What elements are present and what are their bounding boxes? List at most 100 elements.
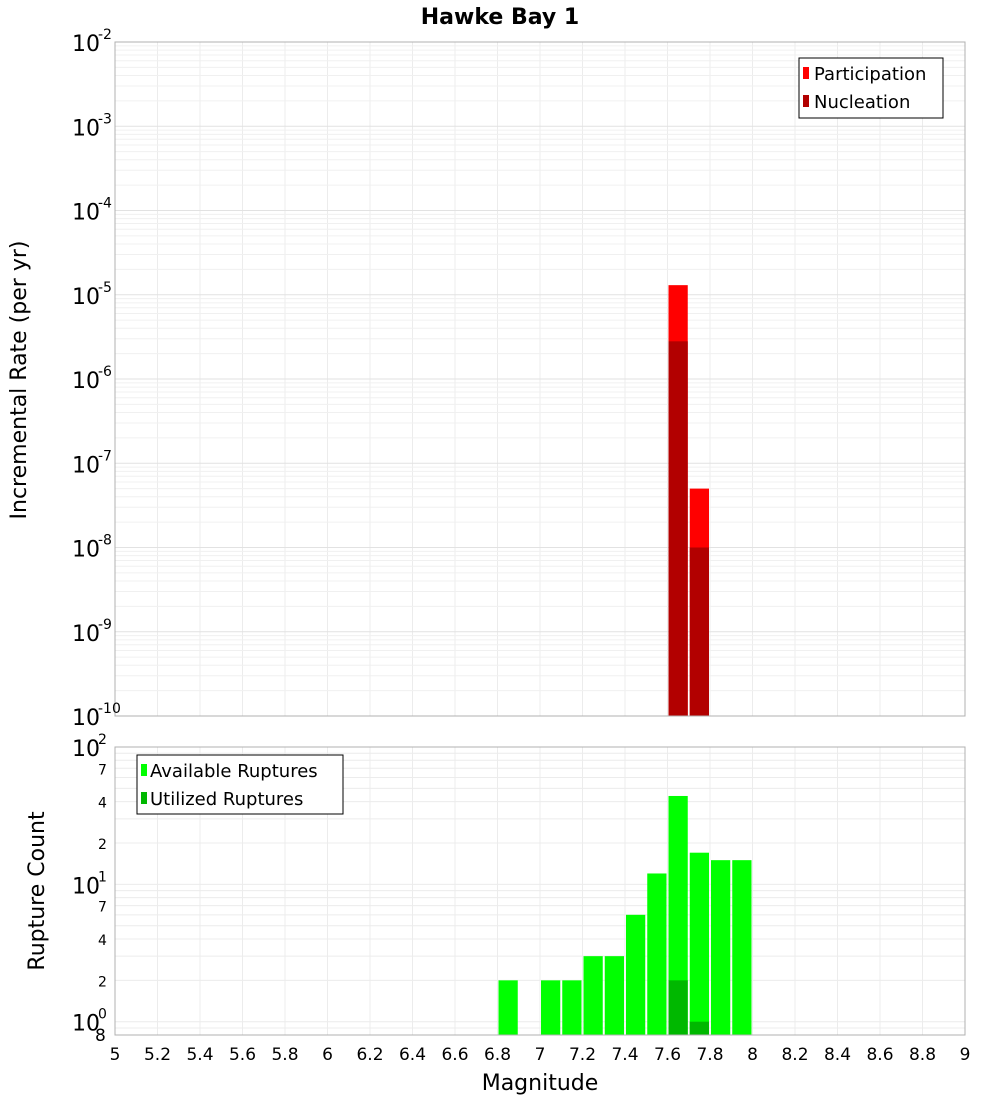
top-y-tick-base: 10	[72, 453, 100, 478]
bar-available-ruptures	[689, 852, 709, 1035]
x-axis-label: Magnitude	[482, 1071, 599, 1096]
x-tick-labels: 5 5.2 5.4 5.6 5.8 6 6.2 6.4 6.6 6.8 7 7.2 7.4 7.6 7.8 8…	[110, 1045, 971, 1065]
x-tick-label: 7.2	[569, 1045, 596, 1065]
bar-available-ruptures	[647, 873, 667, 1035]
x-tick-label: 7	[535, 1045, 546, 1065]
x-tick-label: 9	[960, 1045, 971, 1065]
x-tick-label: 7.8	[696, 1045, 723, 1065]
top-y-tick-exp: -10	[98, 701, 121, 717]
bar-utilized-ruptures	[668, 980, 688, 1035]
bottom-y-minor-tick: 8	[95, 1026, 106, 1046]
bar-available-ruptures	[668, 795, 688, 1035]
top-y-tick-exp: -4	[98, 196, 112, 212]
top-y-tick-exp: -7	[98, 448, 112, 464]
x-tick-label: 8	[747, 1045, 758, 1065]
top-y-tick: 10-3	[72, 111, 112, 141]
top-y-tick-base: 10	[72, 622, 100, 647]
top-y-axis-label: Incremental Rate (per yr)	[7, 241, 32, 520]
chart-title: Hawke Bay 1	[421, 5, 579, 30]
bar-utilized-ruptures	[689, 1021, 709, 1035]
legend-label-utilized: Utilized Ruptures	[150, 789, 303, 810]
bottom-y-axis-label: Rupture Count	[25, 811, 50, 971]
top-gridlines	[114, 42, 966, 717]
bottom-plot-frame	[114, 746, 966, 1036]
bar-available-ruptures	[604, 956, 624, 1035]
x-tick-label: 5.4	[186, 1045, 213, 1065]
bottom-y-minor-tick: 4	[98, 796, 107, 812]
bar-available-ruptures	[626, 914, 646, 1035]
legend-swatch-available	[141, 764, 147, 776]
top-y-tick: 10-2	[72, 27, 112, 57]
top-y-tick: 10-5	[72, 280, 112, 310]
top-y-tick-exp: -9	[98, 617, 112, 633]
top-y-tick-base: 10	[72, 706, 100, 731]
x-tick-label: 5.6	[229, 1045, 256, 1065]
bottom-y-minor-tick: 7	[98, 900, 107, 916]
x-tick-label: 5	[110, 1045, 121, 1065]
x-tick-label: 8.8	[909, 1045, 936, 1065]
top-y-tick: 10-6	[72, 364, 112, 394]
top-y-tick: 10-7	[72, 448, 112, 478]
top-y-tick: 10-8	[72, 533, 112, 563]
top-legend: Participation Nucleation	[798, 57, 944, 119]
top-chart: Hawke Bay 1 10-1010-910-810-710-610-510-…	[7, 5, 966, 731]
top-y-tick-exp: -2	[98, 27, 112, 43]
x-tick-label: 8.2	[781, 1045, 808, 1065]
top-y-tick: 10-4	[72, 196, 112, 226]
top-y-tick-base: 10	[72, 201, 100, 226]
top-y-tick-exp: -3	[98, 111, 112, 127]
bar-available-ruptures	[562, 980, 582, 1035]
bottom-y-major-tick: 102	[72, 732, 107, 762]
legend-swatch-nucleation	[803, 95, 809, 107]
legend-label-participation: Participation	[814, 64, 926, 85]
x-tick-label: 6	[322, 1045, 333, 1065]
x-tick-label: 5.2	[144, 1045, 171, 1065]
bottom-bars	[498, 795, 752, 1035]
legend-swatch-participation	[803, 67, 809, 79]
x-tick-label: 6.6	[441, 1045, 468, 1065]
top-y-tick-base: 10	[72, 32, 100, 57]
legend-label-available: Available Ruptures	[150, 761, 318, 782]
bottom-y-major-tick: 100	[72, 1007, 107, 1037]
x-tick-label: 8.4	[824, 1045, 851, 1065]
bar-available-ruptures	[711, 860, 731, 1035]
bottom-y-major-tick: 101	[72, 869, 107, 899]
bar-nucleation	[668, 341, 688, 716]
top-y-tick-exp: -6	[98, 364, 112, 380]
bottom-y-minor-tick: 7	[98, 762, 107, 778]
x-tick-label: 8.6	[866, 1045, 893, 1065]
bottom-y-minor-tick: 2	[98, 837, 107, 853]
top-y-tick-exp: -8	[98, 533, 112, 549]
bottom-y-tick-exp: 2	[98, 732, 107, 748]
x-tick-label: 6.8	[484, 1045, 511, 1065]
top-y-tick: 10-10	[72, 701, 121, 731]
legend-label-nucleation: Nucleation	[814, 92, 910, 113]
x-tick-label: 5.8	[271, 1045, 298, 1065]
bar-nucleation	[689, 547, 709, 716]
bar-available-ruptures	[583, 956, 603, 1035]
x-tick-label: 6.4	[399, 1045, 426, 1065]
top-y-tick-base: 10	[72, 285, 100, 310]
top-y-tick-base: 10	[72, 538, 100, 563]
top-y-tick-base: 10	[72, 116, 100, 141]
top-bars	[668, 285, 709, 716]
bottom-y-tick-base: 10	[72, 737, 100, 762]
bar-available-ruptures	[541, 980, 561, 1035]
top-y-tick-base: 10	[72, 369, 100, 394]
bottom-y-tick-base: 10	[72, 874, 100, 899]
bar-available-ruptures	[732, 860, 752, 1035]
top-y-tick-exp: -5	[98, 280, 112, 296]
bar-available-ruptures	[498, 980, 518, 1035]
x-tick-label: 7.6	[654, 1045, 681, 1065]
top-plot-frame	[114, 41, 966, 717]
x-tick-label: 6.2	[356, 1045, 383, 1065]
x-tick-label: 7.4	[611, 1045, 638, 1065]
bottom-legend: Available Ruptures Utilized Ruptures	[136, 754, 344, 815]
bottom-y-tick-exp: 0	[98, 1007, 107, 1023]
bottom-y-tick-exp: 1	[98, 869, 107, 885]
bottom-y-tick-base: 10	[72, 1012, 100, 1037]
